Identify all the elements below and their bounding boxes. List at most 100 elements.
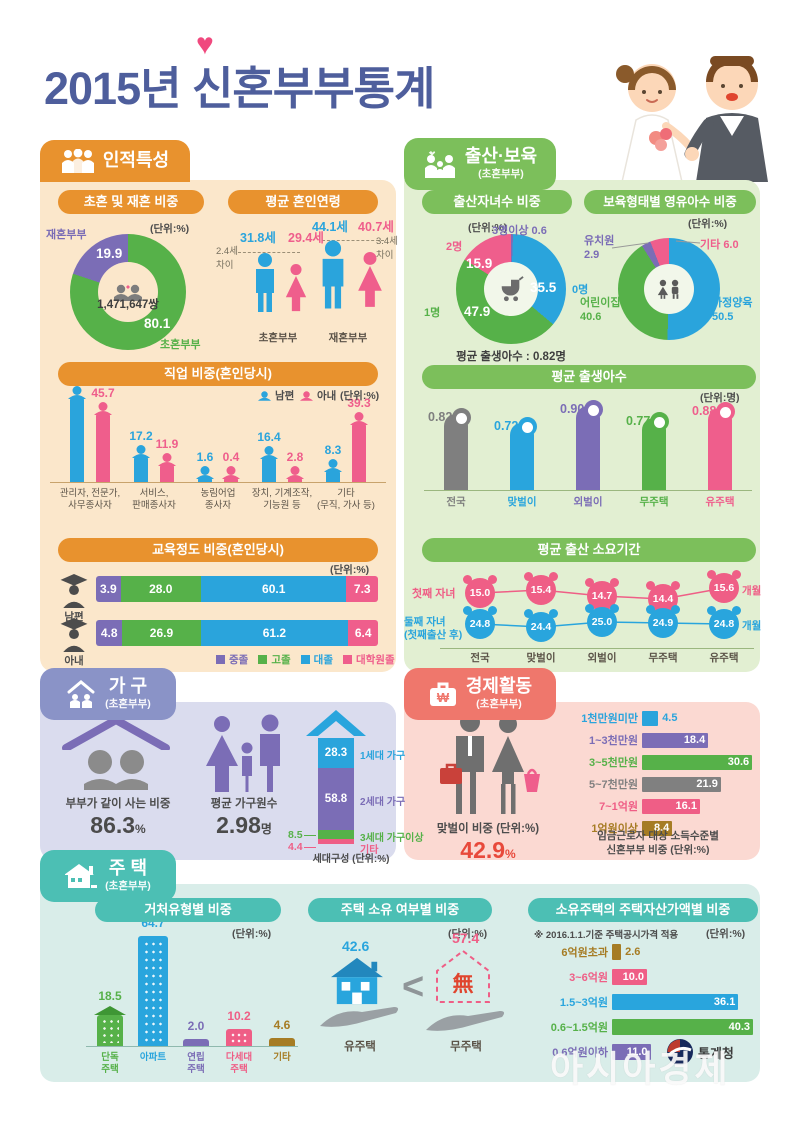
unit-months: 개월	[742, 585, 762, 597]
unit-label: (단위:%)	[150, 223, 190, 235]
clock-value: 24.8	[707, 606, 741, 639]
composition-label-gen2: 2세대 가구	[360, 797, 406, 808]
person-bust-icon	[324, 458, 342, 472]
composition-value-gen3: 8.5	[288, 829, 303, 841]
bar-value: 39.3	[347, 396, 371, 411]
category-label: 맞벌이	[507, 496, 537, 508]
bar-value: 2.6	[625, 946, 641, 958]
briefcase-icon: ₩	[429, 682, 456, 706]
asset-row: 6억원초과 2.6	[561, 944, 641, 960]
segment-gen3	[318, 830, 354, 840]
female-figure-first	[285, 264, 307, 312]
income-row: 1~3천만원 18.4	[552, 732, 752, 748]
segment-gen1: 28.3	[318, 738, 354, 768]
bar-value: 10.2	[227, 1008, 251, 1023]
bar-value: 0.82	[428, 409, 453, 424]
person-bust-icon	[196, 466, 214, 479]
slice-label-1: 1명	[424, 307, 441, 319]
baby-head	[452, 407, 471, 427]
avg-births-chart: 0.82 전국 0.72 맞벌이 0.90 외벌이 0.77 무주택 0.88 …	[404, 396, 760, 516]
composition-bar: 28.3 58.8	[318, 738, 354, 844]
children-count-donut	[456, 234, 566, 344]
family-icon	[424, 151, 455, 178]
none-char: 無	[453, 972, 474, 996]
unit-label: (단위:%)	[232, 928, 272, 940]
occupation-baseline	[50, 482, 386, 483]
legend-item: 중졸	[216, 652, 248, 667]
building-bar: 10.2	[226, 1009, 252, 1046]
couple-heads-icon	[84, 750, 148, 790]
family-silhouette-icon	[206, 714, 280, 792]
dwelling-baseline	[86, 1046, 298, 1047]
hand-icon	[426, 1011, 505, 1031]
age-husband-re: 44.1세	[312, 220, 348, 234]
first-remarriage-donut	[70, 234, 186, 350]
composition-label-other: 기타	[360, 845, 379, 856]
segment: 6.4	[348, 620, 378, 646]
group-label-re: 재혼부부	[328, 332, 368, 344]
baby-bar: 0.82	[428, 407, 471, 490]
row-label-wife: 아내	[64, 655, 84, 667]
clock-value: 24.8	[463, 606, 497, 639]
age-husband-first: 31.8세	[240, 231, 276, 245]
unit-months: 개월	[742, 620, 762, 632]
section-tab-birth: 출산·보육 (초혼부부)	[404, 138, 556, 190]
bar-value: 0.88	[692, 404, 717, 419]
person-bust-icon	[222, 466, 240, 479]
slice-value-remarried: 19.9	[96, 246, 123, 261]
title-heart-icon: ♥	[196, 28, 214, 61]
owned-value: 42.6	[342, 938, 370, 954]
house-people-icon	[67, 680, 95, 708]
clock-value: 15.0	[463, 575, 497, 608]
asset-note: ※ 2016.1.1.기준 주택공시가격 적용	[534, 930, 679, 941]
graduate-icon	[60, 618, 88, 652]
household-size-label: 평균 가구원수	[210, 798, 278, 810]
baby-bar: 0.90	[560, 400, 603, 490]
category-label: 장치, 기계조작, 기능원 등	[251, 488, 313, 511]
baby-bar: 0.77	[626, 412, 669, 490]
x-label: 맞벌이	[526, 652, 556, 664]
slice-label-other: 기타 6.0	[700, 239, 739, 251]
segment: 28.0	[120, 576, 201, 602]
bar-value: 17.2	[129, 429, 153, 444]
composition-label-gen1: 1세대 가구	[360, 751, 406, 762]
chart-title-children-count: 출산자녀수 비중	[422, 190, 572, 214]
births-baseline	[424, 490, 752, 491]
owned-house-icon	[331, 957, 383, 1005]
interval-baseline	[440, 648, 754, 649]
category-label: 연립 주택	[187, 1052, 205, 1075]
segment: 7.3	[346, 576, 378, 602]
x-label: 무주택	[648, 652, 678, 664]
segment: 61.2	[200, 620, 349, 646]
legend-item: 대졸	[300, 652, 333, 667]
age-diff-first: 2.4세 차이	[216, 246, 238, 271]
age-wife-re: 40.7세	[358, 220, 394, 234]
cohabit-value: 86.3%	[90, 812, 146, 838]
education-legend: 중졸 고졸 대졸 대학원졸	[216, 652, 395, 667]
unowned-house-icon: 無	[436, 949, 490, 1003]
segment: 26.9	[122, 620, 201, 646]
person-bust-icon	[350, 412, 368, 426]
occupation-legend-wife: 아내	[300, 388, 336, 403]
bar-wife: 2.8	[286, 450, 304, 482]
clock-value: 15.6	[707, 570, 741, 603]
x-label: 유주택	[709, 652, 739, 664]
unowned-label: 무주택	[450, 1041, 482, 1053]
clock-value: 24.4	[524, 609, 558, 642]
category-label: 기타	[273, 1052, 291, 1063]
age-diff-re: 3.4세 차이	[376, 236, 398, 261]
clock-value: 25.0	[585, 604, 619, 637]
asset-row: 1.5~3억원 36.1	[528, 994, 753, 1010]
working-couple-icon	[440, 712, 540, 814]
person-bust-icon	[286, 466, 304, 479]
composition-roof-icon	[306, 710, 366, 736]
baby-head	[650, 412, 669, 432]
category-label: 서비스, 판매종사자	[132, 488, 176, 511]
building-bar: 2.0	[183, 1019, 209, 1046]
bar-husband: 1.6	[196, 450, 214, 482]
person-bust-icon	[300, 390, 313, 401]
bar-value: 0.72	[494, 419, 519, 434]
statistics-korea-logo: 통계청	[666, 1038, 734, 1066]
watermark-bubble	[768, 1046, 790, 1066]
